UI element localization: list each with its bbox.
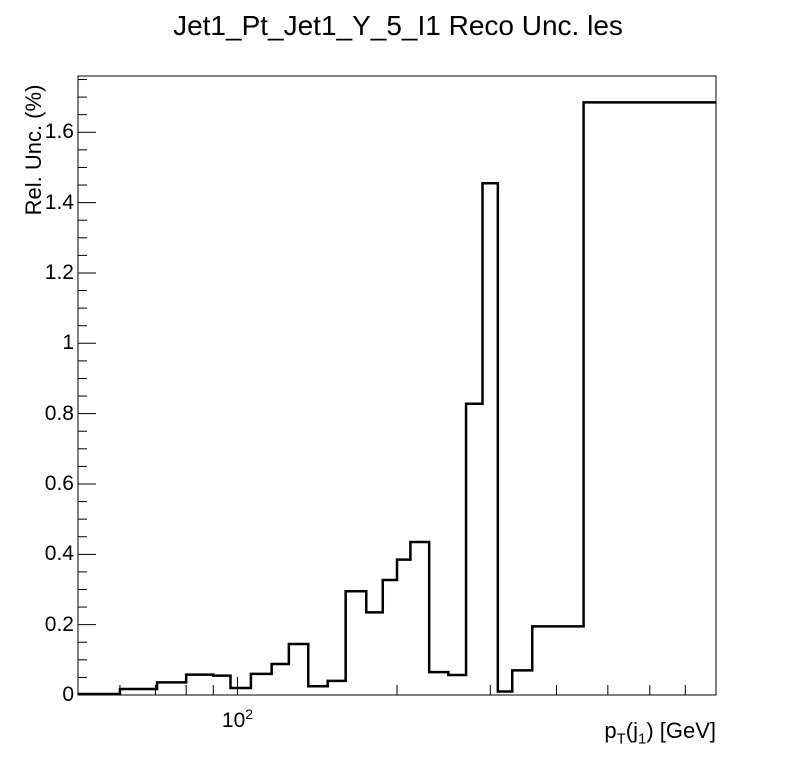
chart-title: Jet1_Pt_Jet1_Y_5_I1 Reco Unc. les — [173, 10, 623, 41]
x-axis-label: pT(j1) [GeV] — [604, 718, 716, 748]
plot-frame — [77, 75, 717, 696]
axis-ticks — [77, 79, 717, 696]
y-tick-label: 1.2 — [44, 260, 74, 284]
y-tick-label: 1.6 — [44, 120, 74, 144]
y-tick-label: 0.6 — [44, 471, 74, 495]
y-tick-label: 1 — [62, 331, 74, 355]
x-tick-label-100: 102 — [221, 706, 254, 732]
y-tick-label: 0 — [62, 683, 74, 706]
y-tick-label: 0.4 — [44, 542, 74, 566]
y-tick-label: 0.2 — [44, 612, 74, 636]
y-tick-label: 1.4 — [44, 190, 74, 214]
histogram-series — [78, 101, 716, 696]
y-tick-label: 0.8 — [44, 401, 74, 425]
